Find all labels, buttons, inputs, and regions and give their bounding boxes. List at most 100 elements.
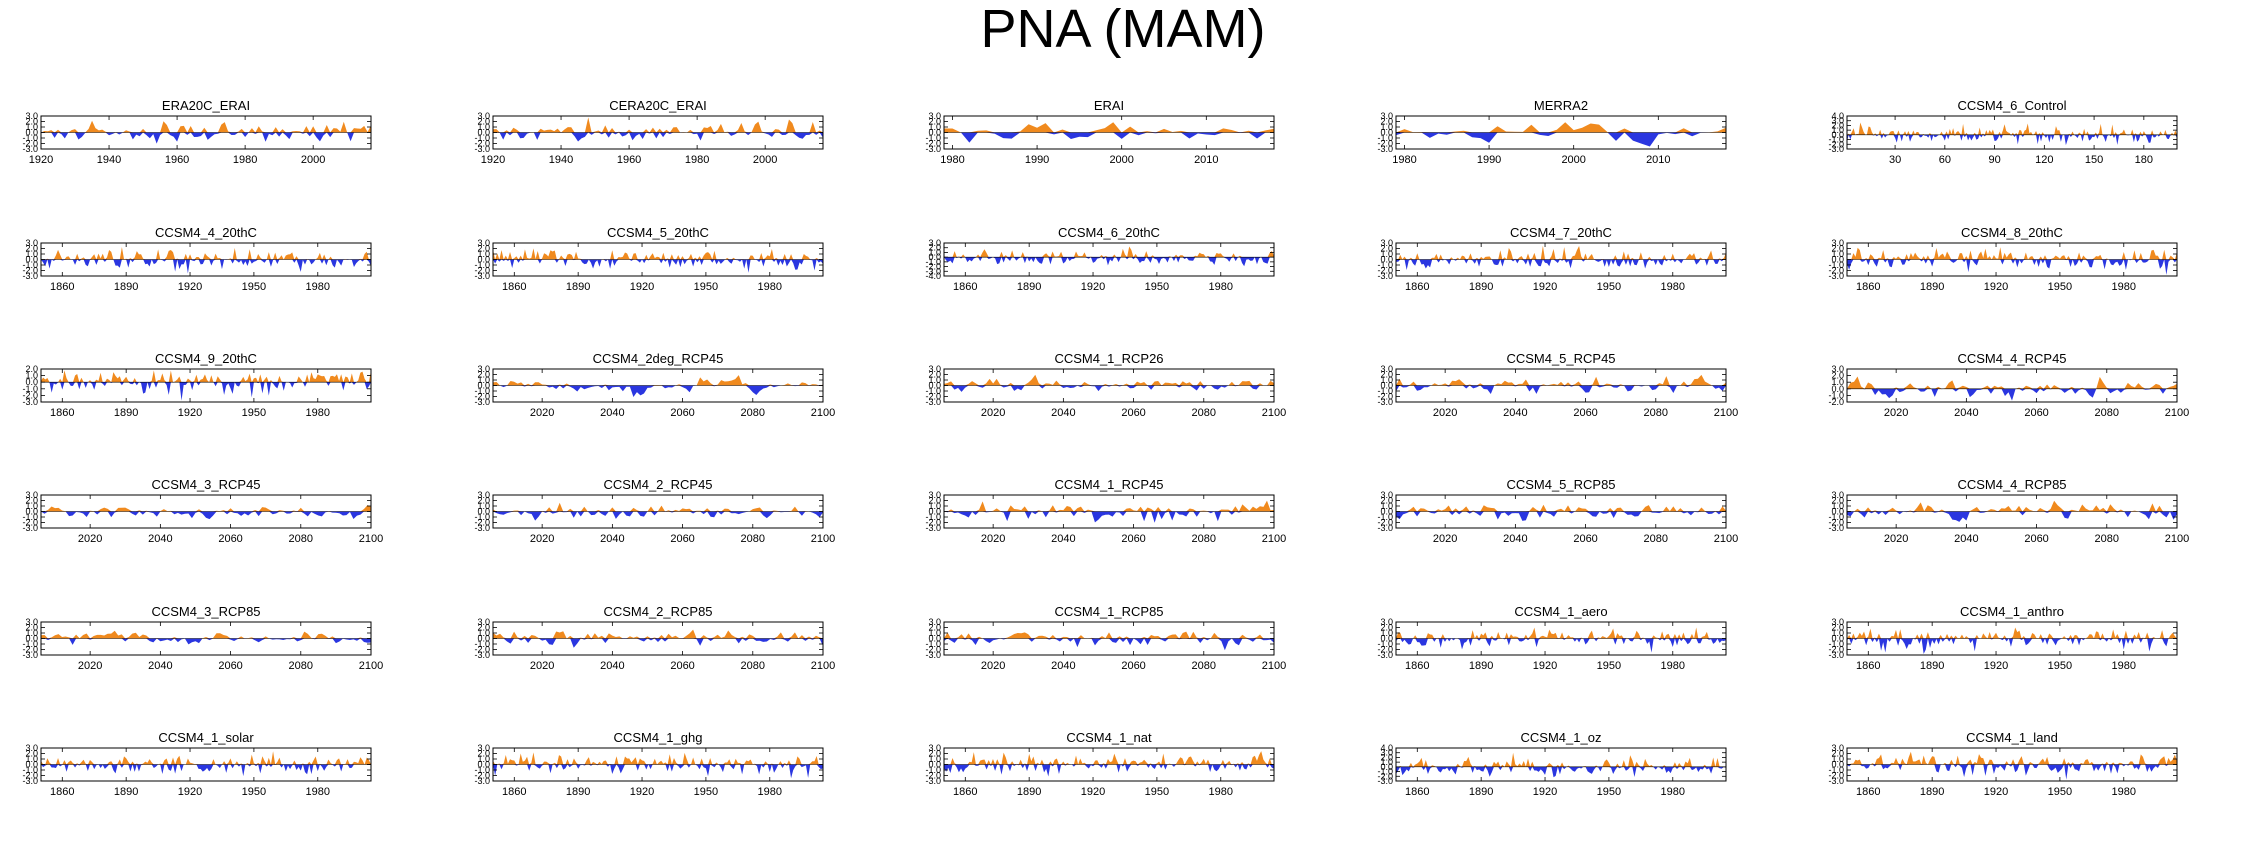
y-tick-label: -1.0 [22, 765, 38, 775]
panel-CCSM4_2deg_RCP45: CCSM4_2deg_RCP45 3.02.01.00.0-1.0-2.0-3.0… [474, 351, 835, 419]
y-tick-label: -2.0 [22, 266, 38, 276]
x-tick-label: 1890 [1017, 786, 1041, 798]
x-tick-label: 1980 [1661, 660, 1685, 672]
y-tick-label: 0.0 [477, 128, 490, 138]
x-tick-label: 2040 [600, 407, 624, 419]
y-tick-label: -3.0 [22, 650, 38, 660]
x-tick-label: 1860 [50, 407, 74, 419]
x-tick-label: 1920 [1984, 786, 2008, 798]
y-tick-label: 3.0 [1831, 617, 1844, 627]
y-tick-label: 3.0 [928, 238, 941, 248]
y-tick-label: 2.0 [1831, 623, 1844, 633]
y-tick-label: -1.0 [1828, 390, 1844, 400]
x-tick-label: 2100 [1262, 407, 1286, 419]
y-tick-label: -3.0 [22, 144, 38, 154]
panel-CCSM4_1_RCP26: CCSM4_1_RCP26 3.02.01.00.0-1.0-2.0-3.0 202… [925, 351, 1286, 419]
plot-frame [1846, 368, 2178, 403]
y-tick-label: 2.0 [928, 749, 941, 759]
y-tick-label: 3.0 [1380, 111, 1393, 121]
positive-area [493, 629, 823, 639]
negative-area [944, 257, 1274, 267]
y-tick-label: -2.0 [22, 771, 38, 781]
y-tick-label: -2.0 [1828, 645, 1844, 655]
x-tick-label: 2020 [530, 533, 554, 545]
x-tick-label: 1990 [1025, 154, 1049, 166]
y-tick-label: 1.0 [1380, 501, 1393, 511]
y-tick-label: 0.0 [928, 760, 941, 770]
y-tick-label: 0.0 [1380, 762, 1393, 772]
y-tick-label: -2.0 [1828, 518, 1844, 528]
y-tick-label: -1.0 [22, 133, 38, 143]
y-tick-label: 3.0 [1380, 617, 1393, 627]
y-tick-label: 1.0 [1380, 628, 1393, 638]
y-tick-label: -1.0 [22, 260, 38, 270]
y-tick-label: 3.0 [1831, 743, 1844, 753]
y-tick-label: -1.0 [474, 133, 490, 143]
panel-title: CCSM4_5_RCP85 [1506, 477, 1615, 492]
y-tick-label: -1.0 [1377, 767, 1393, 777]
x-tick-label: 2100 [359, 660, 383, 672]
y-tick-label: -3.0 [1377, 523, 1393, 533]
y-tick-label: -1.0 [1828, 135, 1844, 145]
negative-area [1396, 385, 1726, 395]
x-tick-label: 1860 [50, 786, 74, 798]
y-tick-label: -2.0 [1828, 771, 1844, 781]
y-tick-label: -2.0 [1828, 266, 1844, 276]
panel-CCSM4_7_20thC: CCSM4_7_20thC 3.02.01.00.0-1.0-2.0-3.0 186… [1377, 225, 1727, 293]
y-tick-label: 2.0 [928, 117, 941, 127]
x-tick-label: 1920 [1081, 786, 1105, 798]
x-tick-label: 1980 [2112, 660, 2136, 672]
y-tick-label: 0.0 [1380, 507, 1393, 517]
x-tick-label: 1890 [1920, 281, 1944, 293]
x-tick-label: 1920 [1533, 281, 1557, 293]
y-tick-label: 0.0 [477, 760, 490, 770]
x-tick-label: 1980 [758, 786, 782, 798]
x-tick-label: 1860 [1405, 660, 1429, 672]
y-tick-label: -2.0 [1377, 771, 1393, 781]
y-tick-label: 2.0 [477, 117, 490, 127]
positive-area [493, 248, 823, 260]
y-tick-label: 2.0 [25, 496, 38, 506]
panel-CCSM4_5_RCP45: CCSM4_5_RCP45 3.02.01.00.0-1.0-2.0-3.0 202… [1377, 351, 1738, 419]
x-tick-label: 1960 [617, 154, 641, 166]
panel-title: CCSM4_4_RCP85 [1957, 477, 2066, 492]
y-tick-label: 1.0 [25, 249, 38, 259]
y-tick-label: 2.0 [1380, 496, 1393, 506]
x-tick-label: 2080 [2095, 407, 2119, 419]
x-tick-label: 1980 [306, 786, 330, 798]
y-tick-label: 1.0 [477, 501, 490, 511]
y-tick-label: 1.0 [1380, 249, 1393, 259]
y-tick-label: -3.0 [1377, 144, 1393, 154]
y-tick-label: 1.0 [1831, 628, 1844, 638]
negative-area [41, 382, 371, 401]
y-tick-label: 1.0 [477, 628, 490, 638]
y-tick-label: 3.0 [1831, 364, 1844, 374]
y-tick-label: -3.0 [1828, 523, 1844, 533]
y-tick-label: -2.0 [1828, 139, 1844, 149]
y-tick-label: 2.0 [1831, 496, 1844, 506]
y-tick-label: 3.0 [25, 617, 38, 627]
x-tick-label: 2080 [2095, 533, 2119, 545]
y-tick-label: 3.0 [928, 364, 941, 374]
negative-area [41, 511, 371, 520]
positive-area [944, 500, 1274, 512]
y-tick-label: -3.0 [925, 523, 941, 533]
y-tick-label: 3.0 [25, 238, 38, 248]
y-tick-label: 1.0 [928, 122, 941, 132]
x-tick-label: 1920 [481, 154, 505, 166]
y-tick-label: -2.0 [925, 518, 941, 528]
x-tick-label: 1950 [2048, 281, 2072, 293]
positive-area [493, 502, 823, 512]
x-tick-label: 1980 [1661, 786, 1685, 798]
y-tick-label: 1.0 [477, 375, 490, 385]
y-tick-label: -3.0 [474, 271, 490, 281]
y-tick-label: 0.0 [928, 252, 941, 262]
y-tick-label: 2.0 [25, 117, 38, 127]
panel-title: CCSM4_1_solar [158, 730, 254, 745]
y-tick-label: 3.0 [477, 617, 490, 627]
panel-title: CCSM4_6_20thC [1058, 225, 1160, 240]
y-tick-label: -1.0 [1377, 133, 1393, 143]
panel-title: CCSM4_1_anthro [1960, 604, 2064, 619]
x-tick-label: 2000 [301, 154, 325, 166]
panel-title: CCSM4_1_land [1966, 730, 2058, 745]
